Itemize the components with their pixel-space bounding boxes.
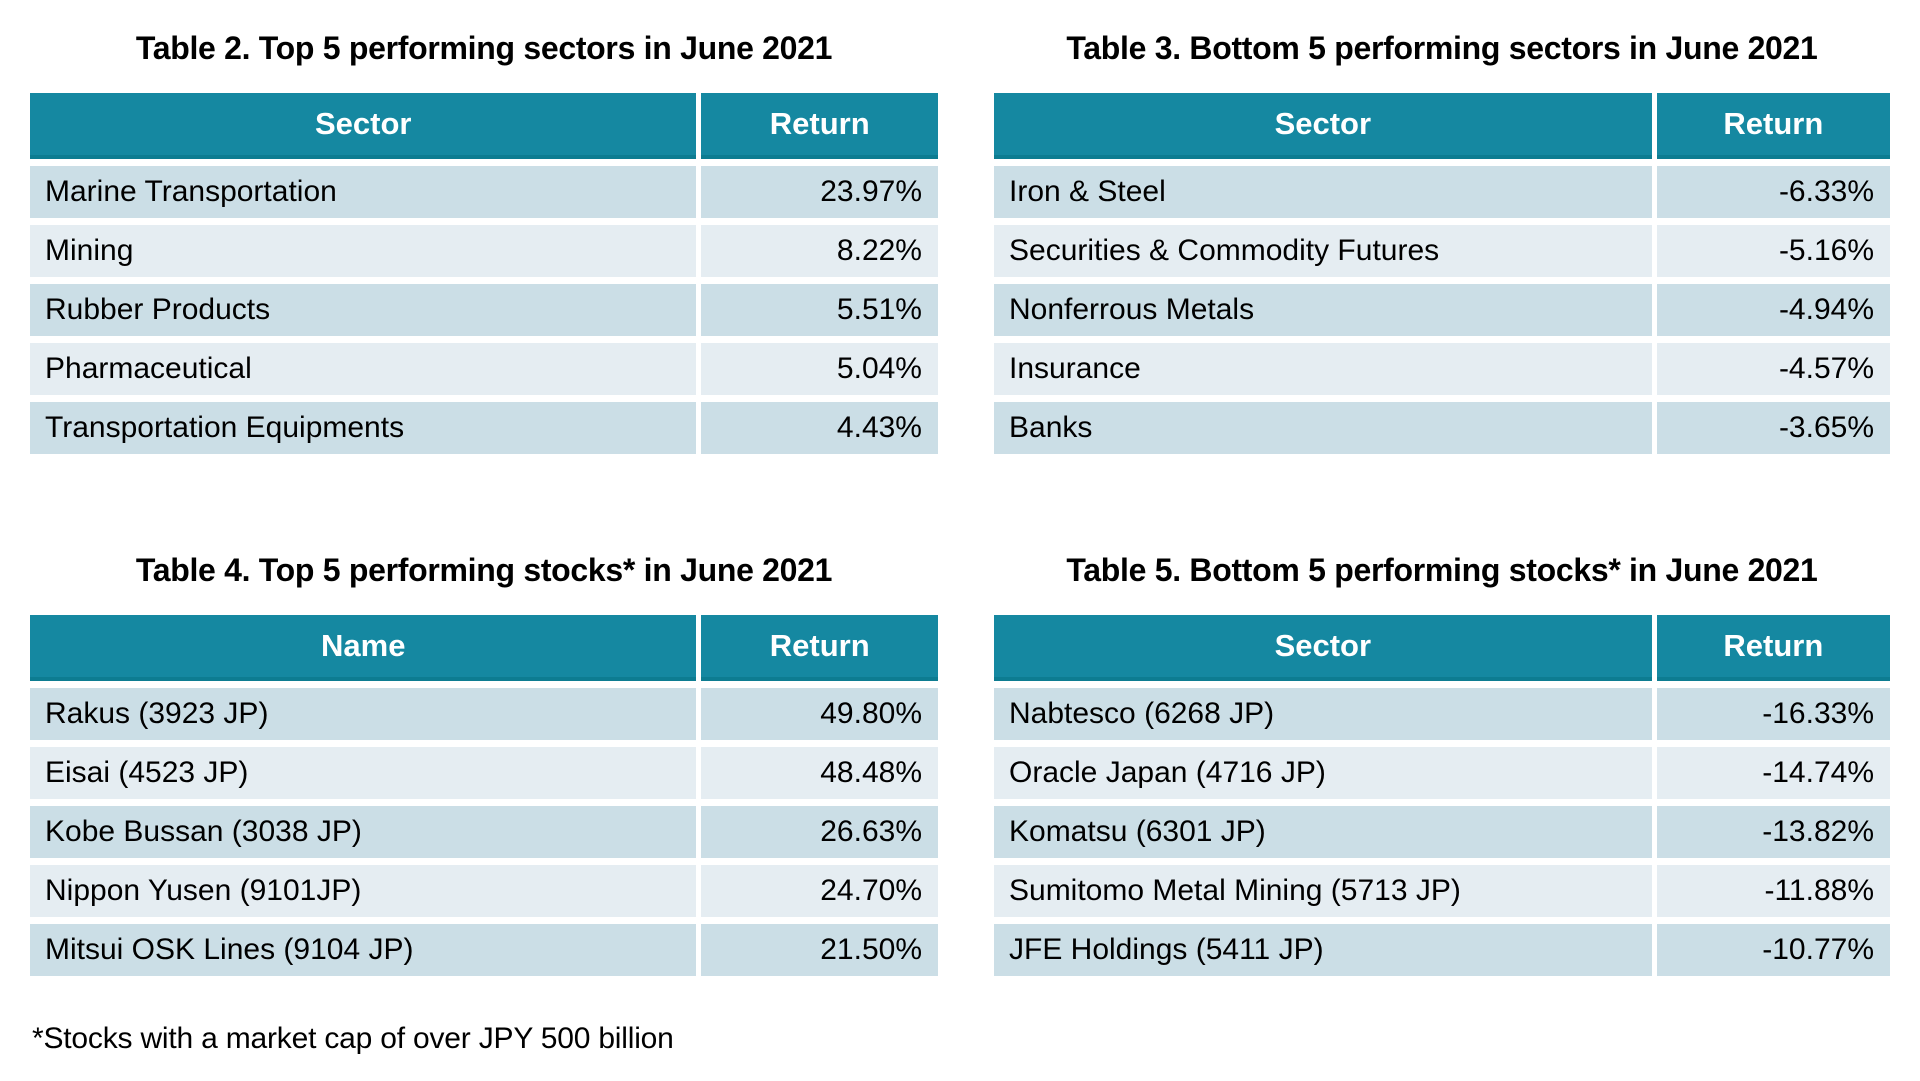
name-cell: JFE Holdings (5411 JP): [994, 924, 1652, 976]
header-sector: Sector: [30, 93, 697, 159]
table-row: Iron & Steel -6.33%: [994, 166, 1890, 218]
table-row: Rakus (3923 JP) 49.80%: [30, 688, 938, 740]
return-cell: -6.33%: [1656, 166, 1890, 218]
return-cell: -10.77%: [1656, 924, 1890, 976]
table: Sector Return Iron & Steel -6.33% Securi…: [994, 93, 1890, 454]
header-row: Sector Return: [994, 615, 1890, 681]
sector-cell: Iron & Steel: [994, 166, 1652, 218]
table4-top-stocks: Table 4. Top 5 performing stocks* in Jun…: [30, 544, 938, 976]
header-return: Return: [701, 93, 938, 159]
return-cell: -3.65%: [1656, 402, 1890, 454]
tables-grid: Table 2. Top 5 performing sectors in Jun…: [30, 22, 1890, 976]
return-cell: 23.97%: [701, 166, 938, 218]
header-return: Return: [701, 615, 938, 681]
table-row: Nonferrous Metals -4.94%: [994, 284, 1890, 336]
table-row: Transportation Equipments 4.43%: [30, 402, 938, 454]
name-cell: Kobe Bussan (3038 JP): [30, 806, 697, 858]
name-cell: Nabtesco (6268 JP): [994, 688, 1652, 740]
return-cell: -16.33%: [1656, 688, 1890, 740]
header-name: Name: [30, 615, 697, 681]
sector-cell: Insurance: [994, 343, 1652, 395]
table-row: Marine Transportation 23.97%: [30, 166, 938, 218]
table-row: Eisai (4523 JP) 48.48%: [30, 747, 938, 799]
return-cell: -14.74%: [1656, 747, 1890, 799]
table5-bottom-stocks: Table 5. Bottom 5 performing stocks* in …: [994, 544, 1890, 976]
name-cell: Nippon Yusen (9101JP): [30, 865, 697, 917]
table3-bottom-sectors: Table 3. Bottom 5 performing sectors in …: [994, 22, 1890, 454]
table: Sector Return Marine Transportation 23.9…: [30, 93, 938, 454]
table-row: Komatsu (6301 JP) -13.82%: [994, 806, 1890, 858]
table-title: Table 2. Top 5 performing sectors in Jun…: [135, 30, 833, 66]
name-cell: Oracle Japan (4716 JP): [994, 747, 1652, 799]
header-row: Sector Return: [30, 93, 938, 159]
table-title: Table 5. Bottom 5 performing stocks* in …: [1066, 552, 1818, 588]
header-return: Return: [1656, 615, 1890, 681]
sector-cell: Pharmaceutical: [30, 343, 697, 395]
sector-cell: Banks: [994, 402, 1652, 454]
return-cell: 24.70%: [701, 865, 938, 917]
return-cell: -11.88%: [1656, 865, 1890, 917]
table-row: Pharmaceutical 5.04%: [30, 343, 938, 395]
sector-cell: Rubber Products: [30, 284, 697, 336]
return-cell: 49.80%: [701, 688, 938, 740]
table2-top-sectors: Table 2. Top 5 performing sectors in Jun…: [30, 22, 938, 454]
header-row: Sector Return: [994, 93, 1890, 159]
name-cell: Komatsu (6301 JP): [994, 806, 1652, 858]
table-row: JFE Holdings (5411 JP) -10.77%: [994, 924, 1890, 976]
table: Sector Return Nabtesco (6268 JP) -16.33%…: [994, 615, 1890, 976]
sector-cell: Nonferrous Metals: [994, 284, 1652, 336]
table-row: Securities & Commodity Futures -5.16%: [994, 225, 1890, 277]
table-row: Sumitomo Metal Mining (5713 JP) -11.88%: [994, 865, 1890, 917]
return-cell: 21.50%: [701, 924, 938, 976]
table-row: Nippon Yusen (9101JP) 24.70%: [30, 865, 938, 917]
table-row: Rubber Products 5.51%: [30, 284, 938, 336]
table-row: Banks -3.65%: [994, 402, 1890, 454]
name-cell: Eisai (4523 JP): [30, 747, 697, 799]
sector-cell: Securities & Commodity Futures: [994, 225, 1652, 277]
return-cell: 5.51%: [701, 284, 938, 336]
sector-cell: Marine Transportation: [30, 166, 697, 218]
table-row: Mining 8.22%: [30, 225, 938, 277]
return-cell: 8.22%: [701, 225, 938, 277]
footnote: *Stocks with a market cap of over JPY 50…: [32, 1022, 674, 1055]
table-row: Mitsui OSK Lines (9104 JP) 21.50%: [30, 924, 938, 976]
table: Name Return Rakus (3923 JP) 49.80% Eisai…: [30, 615, 938, 976]
return-cell: -4.94%: [1656, 284, 1890, 336]
return-cell: -4.57%: [1656, 343, 1890, 395]
header-sector: Sector: [994, 615, 1652, 681]
table-row: Insurance -4.57%: [994, 343, 1890, 395]
table-row: Kobe Bussan (3038 JP) 26.63%: [30, 806, 938, 858]
return-cell: -5.16%: [1656, 225, 1890, 277]
table-row: Nabtesco (6268 JP) -16.33%: [994, 688, 1890, 740]
table-title: Table 3. Bottom 5 performing sectors in …: [1066, 30, 1818, 66]
name-cell: Sumitomo Metal Mining (5713 JP): [994, 865, 1652, 917]
name-cell: Rakus (3923 JP): [30, 688, 697, 740]
name-cell: Mitsui OSK Lines (9104 JP): [30, 924, 697, 976]
return-cell: 48.48%: [701, 747, 938, 799]
header-row: Name Return: [30, 615, 938, 681]
sector-cell: Transportation Equipments: [30, 402, 697, 454]
return-cell: 26.63%: [701, 806, 938, 858]
header-return: Return: [1656, 93, 1890, 159]
header-sector: Sector: [994, 93, 1652, 159]
sector-cell: Mining: [30, 225, 697, 277]
return-cell: -13.82%: [1656, 806, 1890, 858]
return-cell: 5.04%: [701, 343, 938, 395]
table-title: Table 4. Top 5 performing stocks* in Jun…: [135, 552, 833, 588]
return-cell: 4.43%: [701, 402, 938, 454]
table-row: Oracle Japan (4716 JP) -14.74%: [994, 747, 1890, 799]
